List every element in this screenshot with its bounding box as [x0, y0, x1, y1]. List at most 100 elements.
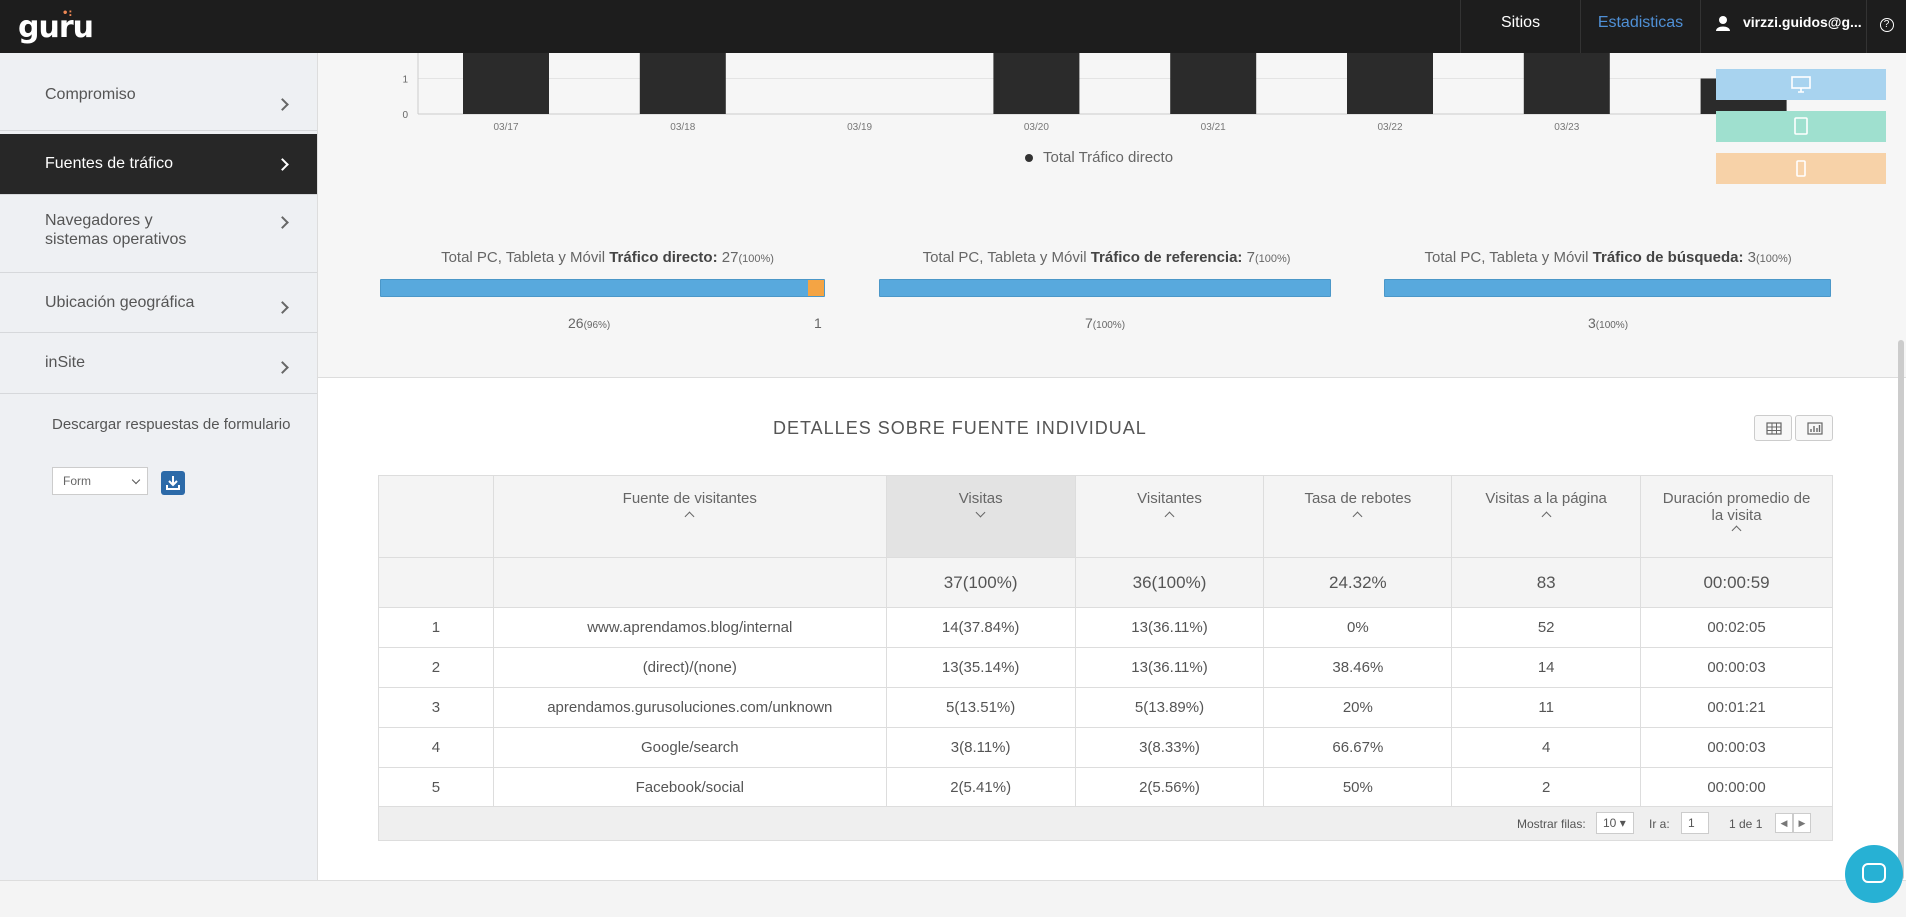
chart-y-tick-label: 1	[402, 75, 408, 86]
chart-x-tick-label: 03/19	[847, 122, 872, 133]
header-index	[378, 475, 494, 558]
chevron-right-icon	[276, 158, 289, 171]
device-desktop-button[interactable]	[1716, 69, 1886, 100]
chart-bar	[1170, 53, 1257, 114]
sort-desc-icon	[975, 507, 986, 518]
chart-bar	[463, 53, 549, 114]
chart-bar	[639, 53, 726, 114]
chart-x-tick-label: 03/20	[1024, 122, 1049, 133]
main-content: 0103/1703/1803/1903/2003/2103/2203/2303/…	[318, 53, 1906, 880]
user-email: virzzi.guidos@g...	[1743, 14, 1862, 30]
user-icon	[1716, 16, 1730, 32]
summary-title: Total PC, Tableta y Móvil Tráfico de ref…	[922, 249, 1291, 266]
chevron-down-icon	[131, 475, 141, 485]
sidebar-item-compromiso[interactable]: Compromiso	[0, 73, 317, 131]
page-info: 1 de 1	[1729, 817, 1763, 831]
sort-asc-icon	[1352, 511, 1363, 522]
chart-bar	[1347, 53, 1433, 114]
legend-marker	[1025, 154, 1033, 163]
goto-page-input[interactable]: 1	[1681, 812, 1709, 834]
download-icon	[166, 476, 180, 490]
summary-bar-segment-secondary[interactable]	[808, 280, 824, 296]
chat-icon	[1862, 863, 1886, 883]
sort-asc-icon	[1164, 511, 1175, 522]
help-button[interactable]: ?	[1866, 0, 1906, 53]
summary-left-value: 3(100%)	[1588, 315, 1629, 331]
summary-title: Total PC, Tableta y Móvil Tráfico direct…	[441, 249, 774, 266]
tablet-icon	[1794, 117, 1808, 135]
sources-table: Fuente de visitantes Visitas Visitantes …	[378, 475, 1833, 808]
desktop-icon	[1791, 76, 1811, 93]
summary-bar[interactable]	[380, 279, 825, 297]
table-view-button[interactable]	[1754, 415, 1792, 441]
chart-bar	[1523, 53, 1610, 114]
summary-left-value: 26(96%)	[568, 315, 611, 331]
summary-right-value: 1	[814, 315, 822, 331]
summary-bar[interactable]	[879, 279, 1331, 297]
next-page-button[interactable]: ▶	[1793, 813, 1811, 833]
download-button[interactable]	[161, 471, 185, 495]
table-row: 1 www.aprendamos.blog/internal 14(37.84%) 1…	[378, 607, 1833, 648]
download-form-responses: Descargar respuestas de formulario Form	[52, 415, 292, 495]
legend-label: Total Tráfico directo	[1043, 149, 1174, 166]
sidebar-item-label: Ubicación geográfica	[45, 294, 195, 311]
sidebar-item-navegadores[interactable]: Navegadores y sistemas operativos	[0, 195, 317, 273]
nav-sitios[interactable]: Sitios	[1460, 0, 1580, 53]
sidebar-item-insite[interactable]: inSite	[0, 333, 317, 394]
download-label: Descargar respuestas de formulario	[52, 416, 291, 433]
guru-logo[interactable]: guru •:	[18, 8, 94, 45]
device-mobile-button[interactable]	[1716, 153, 1886, 184]
chart-x-tick-label: 03/21	[1201, 122, 1226, 133]
user-menu[interactable]: virzzi.guidos@g...	[1700, 0, 1865, 53]
sidebar-item-label: Navegadores y	[45, 212, 153, 229]
chart-view-button[interactable]	[1795, 415, 1833, 441]
summary-trafico-busqueda: Total PC, Tableta y Móvil Tráfico de bús…	[1384, 249, 1832, 331]
prev-page-button[interactable]: ◀	[1775, 813, 1793, 833]
summary-left-value: 7(100%)	[1085, 315, 1126, 331]
totals-row: 37(100%) 36(100%) 24.32% 83 00:00:59	[378, 557, 1833, 608]
chat-button[interactable]	[1845, 845, 1903, 903]
table-icon	[1766, 422, 1782, 435]
chart-bar	[993, 53, 1080, 114]
sidebar-item-label: sistemas operativos	[45, 231, 187, 248]
summary-bar[interactable]	[1384, 279, 1831, 297]
header-visitas-pagina[interactable]: Visitas a la página	[1451, 475, 1642, 558]
sidebar-item-label: Compromiso	[45, 86, 136, 103]
section-divider	[318, 377, 1906, 378]
sidebar-item-ubicacion[interactable]: Ubicación geográfica	[0, 273, 317, 333]
header-tasa-rebotes[interactable]: Tasa de rebotes	[1263, 475, 1453, 558]
header-visitantes[interactable]: Visitantes	[1074, 475, 1265, 558]
table-row: 5 Facebook/social 2(5.41%) 2(5.56%) 50% 2 00:0…	[378, 767, 1833, 808]
header-visitas[interactable]: Visitas	[885, 475, 1076, 558]
sidebar-item-fuentes-de-trafico[interactable]: Fuentes de tráfico	[0, 134, 317, 195]
top-navbar: guru •: Sitios Estadisticas virzzi.guidos…	[0, 0, 1906, 53]
chevron-right-icon	[276, 361, 289, 374]
summary-trafico-directo: Total PC, Tableta y Móvil Tráfico direct…	[380, 249, 835, 331]
sort-asc-icon	[1731, 525, 1742, 536]
table-row: 4 Google/search 3(8.11%) 3(8.33%) 66.67% 4 00:…	[378, 727, 1833, 768]
chart-legend[interactable]: Total Tráfico directo	[1025, 149, 1173, 166]
bar-chart-icon	[1807, 422, 1823, 435]
rows-per-page-select[interactable]: 10 ▾	[1596, 812, 1634, 834]
summary-trafico-referencia: Total PC, Tableta y Móvil Tráfico de ref…	[879, 249, 1334, 331]
device-tablet-button[interactable]	[1716, 111, 1886, 142]
form-select[interactable]: Form	[52, 467, 148, 495]
header-fuente[interactable]: Fuente de visitantes	[492, 475, 887, 558]
header-duracion[interactable]: Duración promedio de la visita	[1640, 475, 1833, 558]
traffic-bar-chart: 0103/1703/1803/1903/2003/2103/2203/2303/…	[402, 53, 1787, 133]
chevron-right-icon	[276, 301, 289, 314]
chart-x-tick-label: 03/22	[1377, 122, 1402, 133]
bottom-strip	[0, 880, 1906, 917]
scrollbar[interactable]	[1898, 340, 1904, 880]
table-title: DETALLES SOBRE FUENTE INDIVIDUAL	[773, 418, 1147, 438]
table-pagination: Mostrar filas: 10 ▾ Ir a: 1 1 de 1 ◀ ▶	[378, 806, 1833, 841]
sidebar: Compromiso Fuentes de tráfico Navegadore…	[0, 53, 318, 880]
table-row: 3 aprendamos.gurusoluciones.com/unknown 5(…	[378, 687, 1833, 728]
form-select-value: Form	[63, 474, 91, 488]
chart-x-tick-label: 03/23	[1554, 122, 1579, 133]
summary-title: Total PC, Tableta y Móvil Tráfico de bús…	[1424, 249, 1792, 266]
mobile-icon	[1796, 160, 1806, 177]
sidebar-item-label: Fuentes de tráfico	[45, 155, 174, 172]
nav-estadisticas[interactable]: Estadisticas	[1580, 0, 1700, 53]
chart-y-tick-label: 0	[402, 110, 408, 121]
